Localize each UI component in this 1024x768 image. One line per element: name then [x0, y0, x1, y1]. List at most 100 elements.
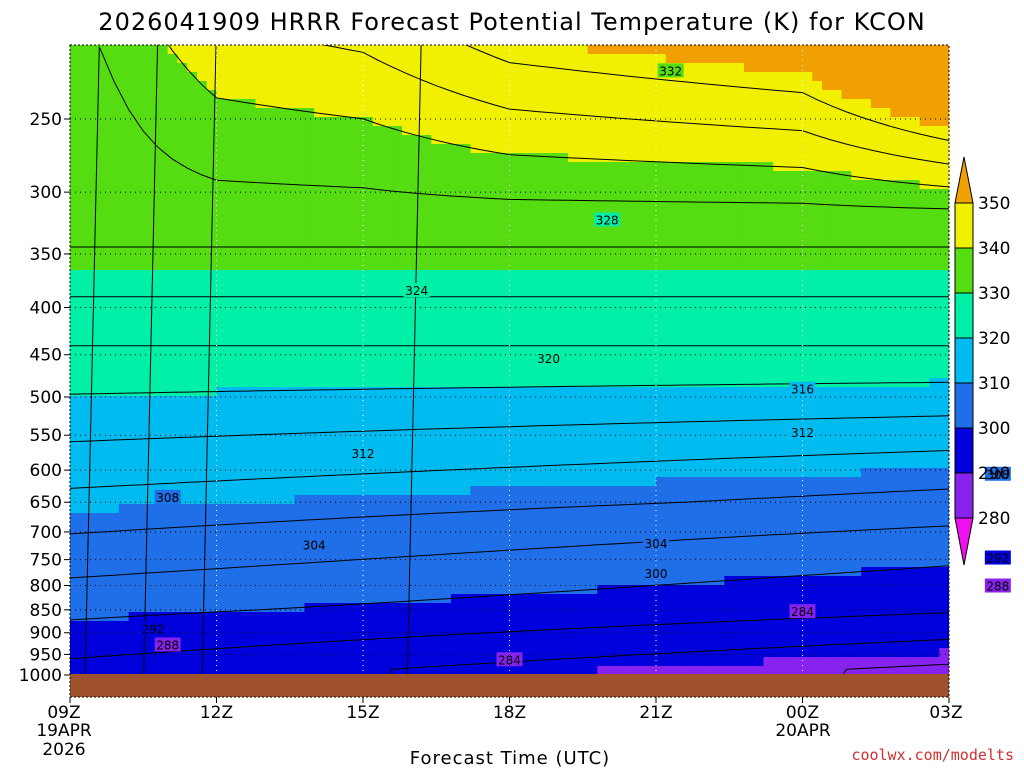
fill-cell [685, 81, 696, 91]
fill-cell [353, 45, 364, 55]
fill-cell [548, 639, 559, 649]
fill-cell [392, 477, 403, 487]
fill-cell [402, 531, 413, 541]
fill-cell [743, 135, 755, 145]
fill-cell [548, 612, 559, 622]
fill-cell [489, 486, 501, 496]
fill-cell [343, 171, 354, 181]
fill-cell [226, 504, 237, 514]
fill-cell [382, 81, 393, 91]
fill-cell [607, 621, 618, 631]
fill-cell [294, 63, 305, 73]
fill-cell [89, 396, 100, 406]
fill-cell [636, 72, 647, 82]
fill-cell [470, 81, 481, 91]
fill-cell [138, 639, 149, 649]
fill-cell [714, 279, 725, 289]
fill-cell [255, 45, 266, 55]
fill-cell [480, 216, 491, 226]
fill-cell [177, 153, 188, 163]
fill-cell [333, 189, 345, 199]
fill-cell [695, 144, 706, 154]
fill-cell [548, 81, 559, 91]
fill-cell [236, 54, 247, 64]
fill-cell [363, 270, 374, 280]
fill-cell [236, 315, 247, 325]
fill-cell [704, 288, 716, 298]
fill-cell [675, 396, 686, 406]
fill-cell [343, 126, 354, 136]
fill-cell [236, 90, 247, 100]
fill-cell [529, 72, 540, 82]
fill-cell [128, 630, 139, 640]
fill-cell [402, 576, 413, 586]
fill-cell [343, 234, 354, 244]
fill-cell [206, 162, 218, 172]
fill-cell [656, 144, 667, 154]
fill-cell [509, 90, 520, 100]
fill-cell [206, 630, 218, 640]
fill-cell [196, 531, 208, 541]
fill-cell [685, 414, 696, 424]
fill-cell [587, 189, 598, 199]
fill-cell [656, 90, 667, 100]
fill-cell [294, 405, 305, 415]
fill-cell [597, 45, 608, 55]
fill-cell [255, 540, 266, 550]
fill-cell [616, 468, 628, 478]
fill-cell [734, 540, 745, 550]
fill-cell [509, 117, 520, 127]
fill-cell [548, 450, 559, 460]
fill-cell [480, 621, 491, 631]
fill-cell [460, 594, 472, 604]
fill-cell [70, 540, 81, 550]
fill-cell [177, 432, 188, 442]
fill-cell [411, 396, 423, 406]
fill-cell [99, 513, 110, 523]
fill-cell [685, 315, 696, 325]
fill-cell [265, 180, 276, 190]
fill-cell [753, 81, 765, 91]
fill-cell [441, 198, 452, 208]
fill-cell [402, 495, 413, 505]
fill-cell [382, 540, 393, 550]
fill-cell [402, 414, 413, 424]
fill-cell [577, 504, 589, 514]
fill-cell [216, 126, 227, 136]
fill-cell [499, 126, 511, 136]
fill-cell [323, 486, 335, 496]
fill-cell [441, 279, 452, 289]
fill-cell [607, 594, 618, 604]
fill-cell [314, 252, 325, 262]
fill-cell [79, 162, 91, 172]
fill-cell [402, 513, 413, 523]
fill-cell [763, 279, 774, 289]
fill-cell [675, 387, 686, 397]
fill-cell [236, 81, 247, 91]
fill-cell [616, 162, 628, 172]
fill-cell [734, 558, 745, 568]
fill-cell [70, 351, 81, 361]
fill-cell [431, 216, 442, 226]
fill-cell [226, 207, 237, 217]
fill-cell [587, 639, 598, 649]
fill-cell [226, 432, 237, 442]
fill-cell [89, 360, 100, 370]
fill-cell [743, 603, 755, 613]
fill-cell [626, 396, 638, 406]
fill-cell [187, 513, 198, 523]
fill-cell [226, 405, 237, 415]
fill-cell [236, 288, 247, 298]
fill-cell [275, 531, 286, 541]
fill-cell [509, 621, 520, 631]
fill-cell [148, 189, 159, 199]
fill-cell [99, 351, 110, 361]
fill-cell [704, 180, 716, 190]
fill-cell [70, 594, 81, 604]
fill-cell [128, 225, 139, 235]
fill-cell [558, 180, 569, 190]
fill-cell [187, 639, 198, 649]
fill-cell [177, 342, 188, 352]
fill-cell [216, 270, 227, 280]
fill-cell [734, 297, 745, 307]
